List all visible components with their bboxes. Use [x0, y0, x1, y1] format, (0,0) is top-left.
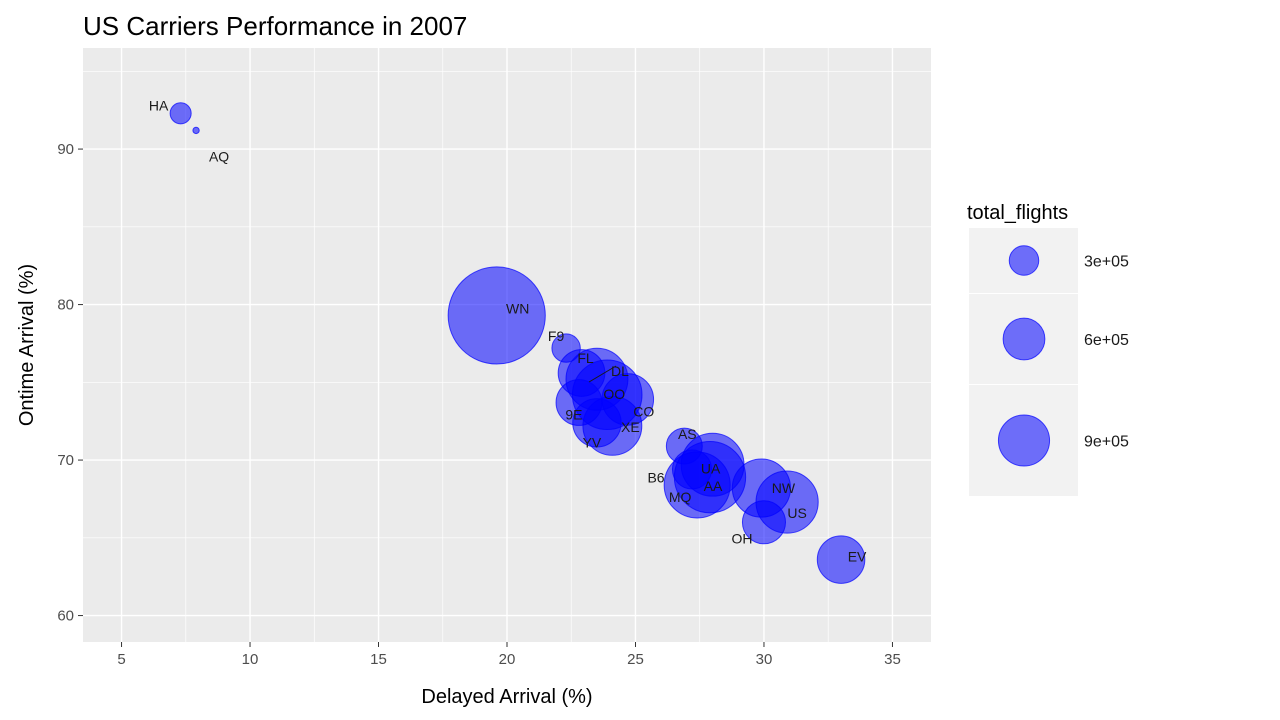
bubble-wn: [447, 266, 546, 365]
bubble-oh: [741, 500, 787, 545]
grid-lines: [83, 48, 931, 642]
label-leader-line: [588, 365, 617, 383]
label-ev: EV: [848, 549, 867, 565]
point-labels: HA AQ WN F9 FL DL OO CO 9E XE YV AS UA B6 MQ AA NW US OH EV: [149, 97, 867, 564]
label-nw: NW: [772, 480, 796, 496]
legend-bubble: [1008, 245, 1040, 276]
x-axis-title: Delayed Arrival (%): [421, 686, 592, 708]
label-aa: AA: [704, 478, 723, 494]
y-tick-label: 80: [57, 297, 74, 314]
x-axis-ticks: 5 10 15 20 25 30 35: [117, 642, 901, 668]
label-b6: B6: [647, 469, 664, 485]
bubble-aq: [192, 126, 200, 135]
y-axis-ticks: 60 70 80 90: [57, 141, 83, 625]
bubble-ev: [816, 535, 866, 584]
x-tick-label: 10: [242, 651, 259, 668]
label-9e: 9E: [565, 407, 582, 423]
label-yv: YV: [583, 435, 602, 451]
legend-entries: 3e+05 6e+05 9e+05: [969, 228, 1129, 496]
x-tick-label: 20: [499, 651, 516, 668]
bubble-f9: [551, 333, 581, 363]
bubble-ha: [169, 102, 192, 125]
y-tick-label: 90: [57, 141, 74, 158]
label-ha: HA: [149, 97, 169, 113]
x-tick-label: 5: [117, 651, 125, 668]
legend-label: 9e+05: [1084, 434, 1129, 451]
size-legend: total_flights 3e+05 6e+05 9e+05: [967, 202, 1129, 496]
label-oo: OO: [603, 386, 625, 402]
y-tick-label: 70: [57, 452, 74, 469]
chart-title: US Carriers Performance in 2007: [83, 11, 467, 41]
data-points: [169, 102, 866, 584]
label-xe: XE: [621, 419, 640, 435]
label-us: US: [787, 505, 806, 521]
label-dl: DL: [611, 363, 629, 379]
x-tick-label: 30: [756, 651, 773, 668]
legend-title: total_flights: [967, 202, 1068, 224]
label-as: AS: [678, 426, 697, 442]
x-tick-label: 25: [627, 651, 644, 668]
legend-label: 6e+05: [1084, 332, 1129, 349]
bubble-as: [665, 427, 703, 465]
legend-bubble: [1002, 317, 1046, 361]
label-fl: FL: [577, 350, 594, 366]
legend-bubble: [997, 414, 1051, 467]
label-oh: OH: [731, 530, 752, 546]
label-wn: WN: [506, 300, 529, 316]
label-mq: MQ: [669, 489, 692, 505]
legend-label: 3e+05: [1084, 254, 1129, 271]
bubble-9e: [555, 379, 603, 426]
y-axis-title: Ontime Arrival (%): [16, 264, 38, 426]
label-co: CO: [633, 403, 654, 419]
label-aq: AQ: [209, 148, 229, 164]
label-f9: F9: [548, 328, 565, 344]
x-tick-label: 15: [370, 651, 387, 668]
x-tick-label: 35: [884, 651, 901, 668]
label-ua: UA: [701, 461, 721, 477]
y-tick-label: 60: [57, 608, 74, 625]
